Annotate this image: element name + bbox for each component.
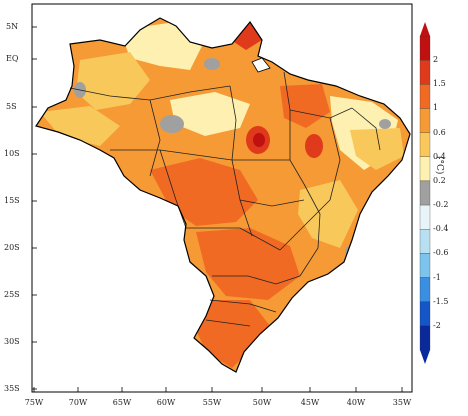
yellow-zone-amazon <box>76 52 150 110</box>
colorbar-tick-label: 0.6 <box>433 127 446 137</box>
colorbar-bin <box>419 84 431 109</box>
colorbar-bin <box>419 156 431 182</box>
lat-label-eq: EQ <box>6 54 19 63</box>
colorbar-bin <box>419 132 431 157</box>
lat-label-20s: 20S <box>4 243 20 252</box>
lat-label-25s: 25S <box>4 290 20 299</box>
hot-spot-tocantins-core <box>253 133 265 147</box>
lon-label-65w: 65W <box>112 398 132 407</box>
colorbar-bin <box>419 253 431 278</box>
lon-label-35w: 35W <box>392 398 412 407</box>
colorbar <box>419 22 431 364</box>
colorbar-tick-label: -0.4 <box>433 224 449 234</box>
lon-label-70w: 70W <box>68 398 88 407</box>
colorbar-tick-label: -0.2 <box>433 200 449 210</box>
colorbar-bin <box>419 204 431 230</box>
lon-label-45w: 45W <box>300 398 320 407</box>
lat-label-30s: 30S <box>4 337 20 346</box>
lon-label-60w: 60W <box>156 398 176 407</box>
colorbar-tick-label: 1 <box>433 103 439 113</box>
colorbar-tick-label: -0.6 <box>433 248 449 258</box>
lat-label-10s: 10S <box>4 149 20 158</box>
yellow-zone-ne-coast <box>350 128 404 170</box>
lat-label-35s: 35S <box>4 384 20 393</box>
colorbar-bin <box>419 301 431 326</box>
colorbar-tick-label: -1.5 <box>433 296 449 306</box>
colorbar-bin <box>419 180 431 206</box>
colorbar-tick-label: 2 <box>433 55 439 65</box>
lon-label-40w: 40W <box>346 398 366 407</box>
colorbar-unit: (°C) <box>434 156 444 175</box>
lon-label-50w: 50W <box>252 398 272 407</box>
colorbar-bin <box>419 35 431 61</box>
amazon-delta-islands <box>251 57 271 73</box>
lat-label-5n: 5N <box>6 22 19 31</box>
grey-patch-4 <box>379 119 391 129</box>
colorbar-bottom-arrow <box>420 350 430 364</box>
lon-label-55w: 55W <box>202 398 222 407</box>
grey-patch-1 <box>160 115 184 133</box>
colorbar-tick-label: -1 <box>433 272 441 282</box>
colorbar-bin <box>419 60 431 85</box>
hot-spot-bahia-north <box>305 134 323 158</box>
colorbar-bin <box>419 277 431 302</box>
warm-zone-south-central <box>196 228 300 300</box>
colorbar-tick-label: 0.2 <box>433 175 446 185</box>
lon-label-75w: 75W <box>24 398 44 407</box>
state-borders <box>69 71 381 327</box>
colorbar-top-arrow <box>420 22 430 36</box>
lat-label-5s: 5S <box>6 102 17 111</box>
warm-zone-south <box>196 300 270 368</box>
colorbar-tick-label: -2 <box>433 320 441 330</box>
axis-ticks <box>32 26 403 392</box>
colorbar-bin <box>419 325 431 351</box>
grey-patch-2 <box>204 58 220 70</box>
colorbar-tick-label: 1.5 <box>433 79 446 89</box>
lat-label-15s: 15S <box>4 196 20 205</box>
colorbar-bin <box>419 229 431 254</box>
light-zone-central <box>170 92 250 136</box>
colorbar-bin <box>419 108 431 133</box>
warm-zone-north-ne <box>280 84 330 128</box>
yellow-zone-east <box>298 180 358 248</box>
colorbar-tick-label: 0.4 <box>433 151 446 161</box>
